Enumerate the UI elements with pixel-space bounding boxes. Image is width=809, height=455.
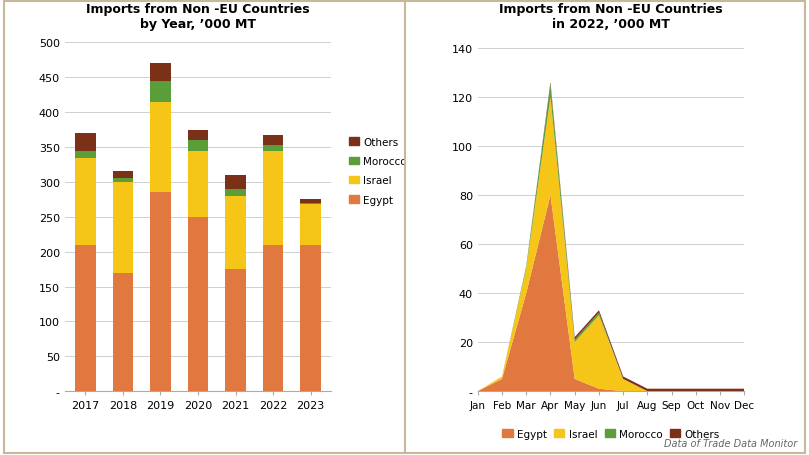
Bar <box>75 158 95 245</box>
Bar <box>150 81 171 102</box>
Bar <box>188 130 208 141</box>
Bar <box>263 146 283 151</box>
Bar <box>112 172 133 179</box>
Bar <box>75 134 95 151</box>
Bar <box>225 176 246 189</box>
Bar <box>112 273 133 391</box>
Bar <box>75 245 95 391</box>
Text: Data of Trade Data Monitor: Data of Trade Data Monitor <box>663 438 797 448</box>
Bar <box>188 151 208 217</box>
Bar <box>300 245 321 391</box>
Bar <box>225 269 246 391</box>
Bar <box>225 189 246 197</box>
Bar <box>300 205 321 245</box>
Bar <box>188 141 208 151</box>
Bar <box>112 182 133 273</box>
Bar <box>75 151 95 158</box>
Bar <box>225 197 246 269</box>
Bar <box>112 179 133 182</box>
Bar <box>300 203 321 205</box>
Bar <box>150 64 171 81</box>
Title: EastFruit – EU: Total Potato
Imports from Non -EU Countries
in 2022, ’000 MT: EastFruit – EU: Total Potato Imports fro… <box>499 0 723 31</box>
Bar <box>188 217 208 391</box>
Bar <box>263 135 283 146</box>
Legend: Others, Morocco, Israel, Egypt: Others, Morocco, Israel, Egypt <box>345 133 411 209</box>
Bar <box>150 193 171 391</box>
Bar <box>263 151 283 245</box>
Title: EastFruit – EU: Total Potato
Imports from Non -EU Countries
by Year, ’000 MT: EastFruit – EU: Total Potato Imports fro… <box>86 0 310 31</box>
Bar <box>150 102 171 193</box>
Bar <box>300 200 321 203</box>
Legend: Egypt, Israel, Morocco, Others: Egypt, Israel, Morocco, Others <box>498 425 724 443</box>
Bar <box>263 245 283 391</box>
